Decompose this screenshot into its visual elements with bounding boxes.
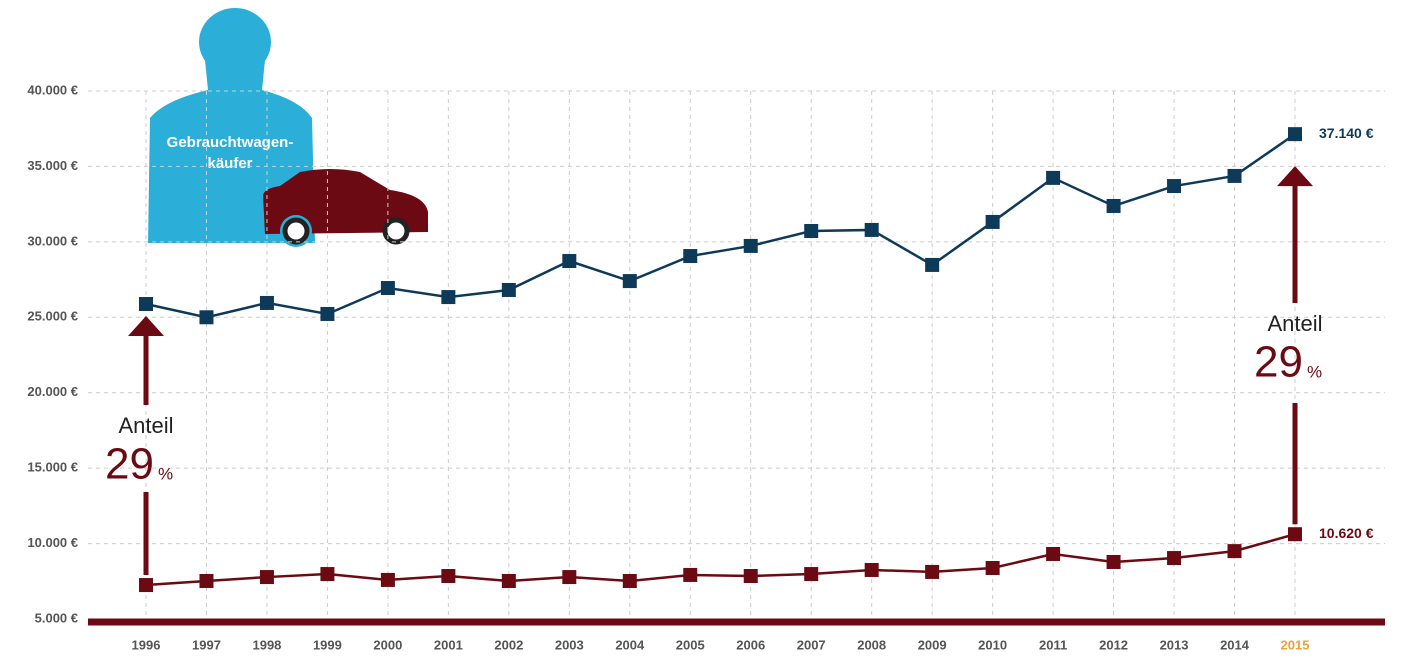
point [1288,127,1302,142]
point [562,254,577,269]
point [1106,198,1121,213]
x-tick-label: 2009 [918,637,947,652]
value-label: 37.140 € [1319,125,1374,141]
x-tick-label: 2002 [494,637,523,652]
share-unit: % [1307,362,1322,381]
x-tick-label: 1997 [192,637,221,652]
point [622,573,637,588]
point [199,573,214,588]
point [1046,546,1061,561]
share-value: 29 [1254,338,1303,387]
share-label: Anteil [118,413,173,438]
x-tick-label: 2014 [1220,637,1250,652]
point [139,297,153,312]
arrow-head [128,316,164,337]
y-tick-label: 10.000 € [27,535,78,550]
series-line [145,133,1296,319]
arrow-head [1277,166,1313,187]
point [683,249,698,264]
x-tick-label: 2011 [1039,637,1067,652]
point [743,569,758,584]
point [1106,554,1121,569]
point [804,223,819,238]
point [925,564,940,579]
point [1288,527,1302,542]
buyer-icon: Gebrauchtwagen- käufer [148,8,428,247]
share-label: Anteil [1267,311,1322,336]
icon-label: Gebrauchtwagen- [167,134,294,151]
point [139,578,153,593]
point [864,562,879,577]
x-tick-label: 2005 [676,637,705,652]
y-tick-label: 20.000 € [27,384,78,399]
point [320,306,335,321]
x-tick-label: 2006 [736,637,765,652]
point [1167,179,1182,194]
x-tick-label: 2015 [1281,637,1310,652]
point [743,238,758,253]
x-tick-label: 2010 [978,637,1007,652]
point [804,567,819,582]
plot: 5.000 € 10.000 € 15.000 € 20.000 € 25.000 € 3… [27,82,1385,652]
point [1046,170,1061,185]
point [259,570,274,585]
point [1227,544,1242,559]
x-tick-label: 2000 [373,637,402,652]
share-unit: % [158,464,173,483]
y-tick-label: 40.000 € [27,82,78,97]
point [380,572,395,587]
point [501,282,516,297]
point [683,567,698,582]
y-tick-label: 15.000 € [27,460,78,475]
point [259,295,274,310]
x-tick-label: 1996 [132,637,161,652]
x-tick-label: 2001 [434,637,463,652]
car-wheel [282,217,310,245]
point [622,274,637,289]
point [441,569,456,584]
point [501,573,516,588]
point [925,257,940,272]
point [441,290,456,305]
point [380,281,395,296]
x-tick-label: 2013 [1160,637,1189,652]
y-tick-label: 5.000 € [35,610,78,625]
series-line [145,533,1296,587]
x-tick-label: 2007 [797,637,826,652]
point [320,567,335,582]
x-tick-label: 2004 [615,637,645,652]
x-tick-label: 2008 [857,637,886,652]
y-tick-label: 25.000 € [27,309,78,324]
point [985,214,1000,229]
x-tick-label: 1998 [252,637,281,652]
share-value: 29 [105,440,154,489]
value-label: 10.620 € [1319,525,1374,541]
x-tick-label: 1999 [313,637,342,652]
y-tick-label: 35.000 € [27,158,78,173]
point [864,222,879,237]
point [1167,551,1182,566]
icon-head [199,8,271,76]
point [199,310,214,325]
icon-label: käufer [207,155,252,172]
y-tick-label: 30.000 € [27,233,78,248]
x-tick-label: 2003 [555,637,584,652]
point [985,561,1000,576]
point [1227,168,1242,183]
x-tick-label: 2012 [1099,637,1128,652]
point [562,570,577,585]
